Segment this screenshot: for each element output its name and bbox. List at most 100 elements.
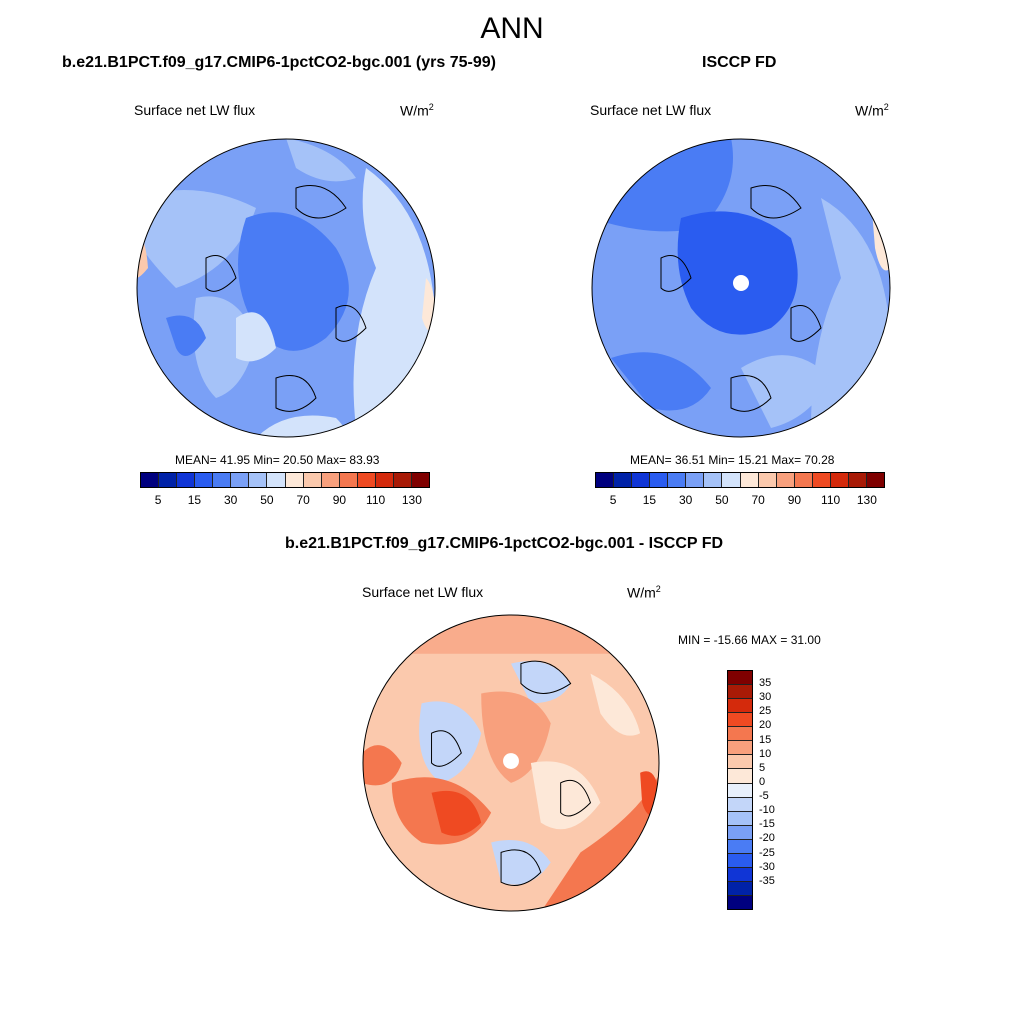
colorbar-tick-label: 110 <box>366 493 386 507</box>
colorbar-tick-label: 70 <box>296 493 310 507</box>
colorbar-tick-label: 30 <box>759 691 772 704</box>
colorbar-swatch <box>231 473 250 487</box>
colorbar-tick-label: -10 <box>759 804 775 817</box>
panel-3-colorbar <box>727 670 753 910</box>
colorbar-swatch <box>848 473 867 487</box>
panel-2-colorbar <box>595 472 885 488</box>
panel-1-colorbar-ticks: 5 15 30 50 70 90 110 130 <box>140 493 430 509</box>
colorbar-swatch <box>267 473 286 487</box>
panel-3-title: b.e21.B1PCT.f09_g17.CMIP6-1pctCO2-bgc.00… <box>285 535 724 552</box>
colorbar-tick-label: 20 <box>759 719 772 732</box>
colorbar-swatch <box>728 727 752 742</box>
colorbar-swatch <box>728 685 752 700</box>
colorbar-tick-label: 35 <box>759 677 772 690</box>
colorbar-tick-label: -15 <box>759 818 775 831</box>
colorbar-swatch <box>866 473 884 487</box>
panel-2-colorbar-ticks: 5 15 30 50 70 90 110 130 <box>595 493 885 509</box>
colorbar-swatch <box>758 473 777 487</box>
colorbar-swatch <box>393 473 412 487</box>
colorbar-tick-label: -25 <box>759 846 775 859</box>
colorbar-tick-label: -5 <box>759 790 769 803</box>
panel-1-colorbar <box>140 472 430 488</box>
colorbar-swatch <box>159 473 178 487</box>
colorbar-swatch <box>728 881 752 896</box>
colorbar-swatch <box>776 473 795 487</box>
colorbar-tick-label: 15 <box>759 733 772 746</box>
colorbar-tick-label: 15 <box>642 493 657 507</box>
colorbar-swatch <box>728 755 752 770</box>
colorbar-swatch <box>728 867 752 882</box>
colorbar-swatch <box>285 473 304 487</box>
colorbar-swatch <box>704 473 723 487</box>
colorbar-swatch <box>728 896 752 910</box>
colorbar-swatch <box>650 473 669 487</box>
colorbar-swatch <box>177 473 196 487</box>
panel-1-units: W/m2 <box>400 102 434 119</box>
panel-3-polar-map <box>362 614 660 912</box>
figure-title: ANN <box>480 12 544 45</box>
colorbar-swatch <box>728 811 752 826</box>
panel-2-stats: MEAN= 36.51 Min= 15.21 Max= 70.28 <box>630 453 835 467</box>
colorbar-swatch <box>339 473 358 487</box>
colorbar-tick-label: 70 <box>751 493 765 507</box>
colorbar-swatch <box>375 473 394 487</box>
colorbar-tick-label: 15 <box>187 493 202 507</box>
panel-1-polar-map <box>136 138 436 438</box>
colorbar-swatch <box>614 473 633 487</box>
panel-1-stats: MEAN= 41.95 Min= 20.50 Max= 83.93 <box>175 453 380 467</box>
colorbar-swatch <box>668 473 687 487</box>
panel-3-colorbar-ticks: 35 30 25 20 15 10 5 0 -5 -10 -15 -20 -25 -30 -35 <box>759 670 799 910</box>
colorbar-swatch <box>728 783 752 798</box>
colorbar-tick-label: -30 <box>759 860 775 873</box>
colorbar-swatch <box>722 473 741 487</box>
colorbar-tick-label: 5 <box>609 493 617 507</box>
colorbar-tick-label: 50 <box>260 493 274 507</box>
colorbar-swatch <box>411 473 429 487</box>
colorbar-swatch <box>728 825 752 840</box>
colorbar-swatch <box>740 473 759 487</box>
colorbar-tick-label: 130 <box>401 493 422 507</box>
colorbar-swatch <box>728 699 752 714</box>
colorbar-tick-label: 30 <box>678 493 693 507</box>
colorbar-tick-label: 50 <box>715 493 729 507</box>
colorbar-swatch <box>249 473 268 487</box>
colorbar-swatch <box>728 839 752 854</box>
colorbar-swatch <box>812 473 831 487</box>
colorbar-swatch <box>596 473 615 487</box>
panel-2-units: W/m2 <box>855 102 889 119</box>
colorbar-swatch <box>632 473 651 487</box>
colorbar-tick-label: 110 <box>821 493 841 507</box>
colorbar-swatch <box>321 473 340 487</box>
colorbar-tick-label: 130 <box>856 493 877 507</box>
colorbar-swatch <box>686 473 705 487</box>
colorbar-tick-label: -20 <box>759 832 775 845</box>
colorbar-swatch <box>195 473 214 487</box>
panel-3-stats: MIN = -15.66 MAX = 31.00 <box>678 633 821 647</box>
colorbar-tick-label: -35 <box>759 874 775 887</box>
colorbar-tick-label: 30 <box>223 493 238 507</box>
colorbar-swatch <box>141 473 160 487</box>
panel-3-variable: Surface net LW flux <box>362 584 484 600</box>
colorbar-tick-label: 5 <box>154 493 162 507</box>
colorbar-swatch <box>303 473 322 487</box>
colorbar-tick-label: 25 <box>759 705 772 718</box>
colorbar-swatch <box>728 769 752 784</box>
colorbar-tick-label: 10 <box>759 747 772 760</box>
colorbar-swatch <box>728 797 752 812</box>
panel-1-variable: Surface net LW flux <box>134 102 256 118</box>
panel-3-units: W/m2 <box>627 584 661 601</box>
colorbar-tick-label: 90 <box>787 493 802 507</box>
panel-2-polar-map <box>591 138 891 438</box>
colorbar-swatch <box>728 741 752 756</box>
colorbar-tick-label: 90 <box>332 493 347 507</box>
colorbar-swatch <box>728 671 752 686</box>
colorbar-swatch <box>728 853 752 868</box>
colorbar-swatch <box>357 473 376 487</box>
colorbar-swatch <box>794 473 813 487</box>
panel-2-variable: Surface net LW flux <box>590 102 712 118</box>
colorbar-swatch <box>213 473 232 487</box>
colorbar-tick-label: 5 <box>759 761 766 774</box>
panel-2-title: ISCCP FD <box>702 54 777 71</box>
colorbar-tick-label: 0 <box>759 775 766 788</box>
panel-1-title: b.e21.B1PCT.f09_g17.CMIP6-1pctCO2-bgc.00… <box>62 54 496 71</box>
